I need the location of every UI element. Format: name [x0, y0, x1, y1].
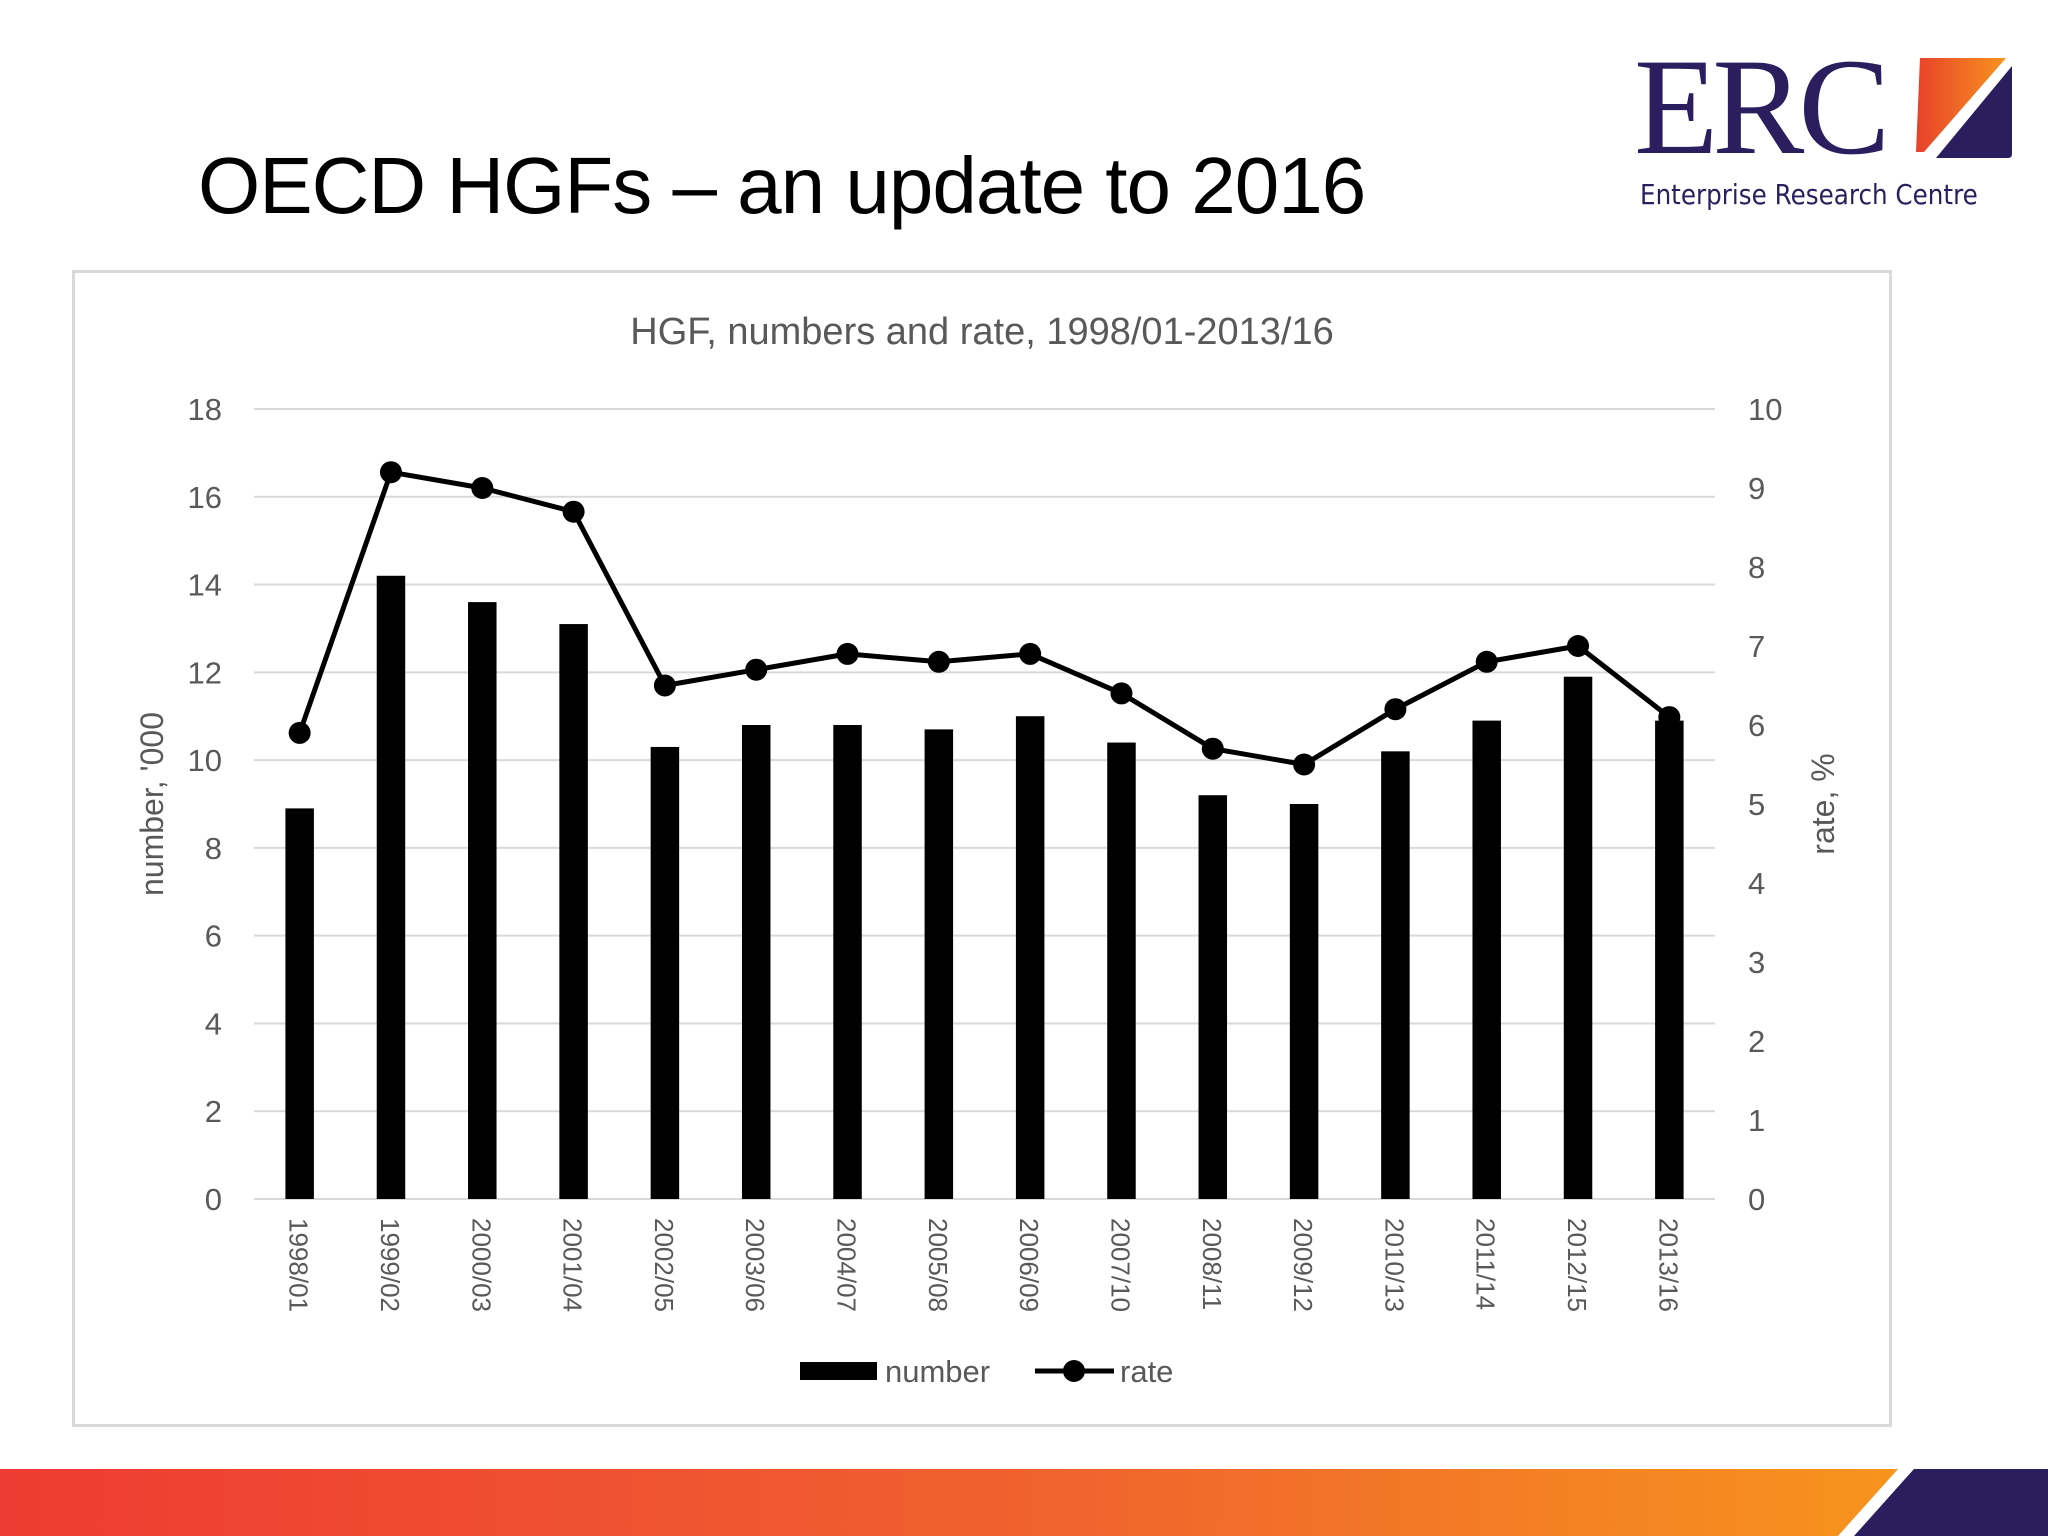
rate-point-2011/14 — [1475, 650, 1498, 673]
x-tick-label: 1999/02 — [375, 1218, 405, 1312]
x-tick-label: 2008/11 — [1197, 1218, 1227, 1310]
x-tick-label: 2007/10 — [1105, 1218, 1135, 1312]
x-tick-label: 2013/16 — [1653, 1218, 1683, 1312]
right-tick-label: 6 — [1748, 708, 1765, 743]
bar-2010/13 — [1381, 751, 1410, 1199]
bar-2001/04 — [559, 624, 588, 1199]
rate-point-2009/12 — [1293, 753, 1316, 776]
rate-point-2006/09 — [1019, 642, 1042, 665]
bar-1999/02 — [376, 575, 406, 1199]
logo-subtitle: Enterprise Research Centre — [1640, 178, 1978, 211]
bar-2008/11 — [1198, 795, 1228, 1199]
rate-point-2012/15 — [1567, 635, 1590, 657]
rate-point-1999/02 — [379, 461, 402, 484]
number-bars — [285, 575, 1684, 1199]
x-tick-label: 2004/07 — [832, 1218, 862, 1312]
right-tick-label: 1 — [1748, 1103, 1765, 1138]
rate-point-2013/16 — [1658, 706, 1681, 729]
x-tick-label: 2000/03 — [466, 1218, 496, 1312]
right-tick-label: 3 — [1748, 945, 1765, 980]
x-tick-label: 2001/04 — [558, 1218, 588, 1312]
bar-2000/03 — [468, 602, 497, 1199]
rate-point-2000/03 — [471, 477, 494, 499]
legend-rate-label: rate — [1120, 1354, 1173, 1389]
rate-point-2010/13 — [1384, 698, 1407, 721]
rate-line — [288, 461, 1681, 776]
right-tick-label: 4 — [1748, 866, 1765, 901]
erc-logo: ERC Enterprise Research Centre — [1630, 38, 2022, 222]
bar-2012/15 — [1563, 676, 1593, 1199]
left-tick-label: 4 — [205, 1006, 222, 1041]
legend-number-swatch — [800, 1362, 877, 1380]
rate-point-2001/04 — [562, 500, 585, 523]
right-tick-label: 0 — [1748, 1182, 1765, 1217]
x-tick-label: 2010/13 — [1379, 1218, 1409, 1312]
x-tick-label: 2006/09 — [1014, 1218, 1044, 1312]
chart-title: HGF, numbers and rate, 1998/01-2013/16 — [630, 311, 1333, 353]
rate-point-2004/07 — [836, 642, 859, 665]
right-tick-label: 5 — [1748, 787, 1765, 822]
left-tick-label: 0 — [205, 1182, 222, 1217]
left-tick-label: 12 — [188, 655, 222, 690]
right-tick-label: 2 — [1748, 1024, 1765, 1059]
left-tick-label: 18 — [188, 392, 222, 427]
left-tick-label: 16 — [188, 480, 222, 515]
left-tick-label: 6 — [205, 919, 222, 954]
rate-point-2003/06 — [745, 658, 768, 681]
right-tick-label: 10 — [1748, 392, 1782, 427]
x-tick-label: 2011/14 — [1471, 1218, 1501, 1310]
logo-mark-icon — [1916, 58, 2012, 158]
bar-2013/16 — [1655, 720, 1684, 1199]
bar-2009/12 — [1289, 804, 1319, 1199]
left-tick-label: 14 — [188, 568, 222, 603]
bar-2011/14 — [1472, 720, 1501, 1199]
x-tick-label: 2003/06 — [740, 1218, 770, 1312]
right-axis-label: rate, % — [1805, 753, 1841, 854]
x-tick-label: 2005/08 — [923, 1218, 953, 1312]
rate-point-2005/08 — [927, 650, 950, 673]
bar-2006/09 — [1015, 716, 1045, 1199]
right-tick-label: 8 — [1748, 550, 1765, 585]
x-tick-label: 2002/05 — [649, 1218, 679, 1312]
left-tick-label: 10 — [188, 743, 222, 778]
legend-number-label: number — [885, 1354, 990, 1389]
bar-2002/05 — [650, 746, 680, 1199]
hgf-chart: HGF, numbers and rate, 1998/01-2013/16 0… — [134, 311, 1841, 1389]
legend-rate-marker-icon — [1063, 1360, 1085, 1382]
rate-point-1998/01 — [288, 721, 311, 744]
left-axis-label: number, '000 — [134, 712, 170, 896]
left-tick-label: 8 — [205, 831, 222, 866]
gridlines — [254, 408, 1715, 1200]
legend: number rate — [800, 1354, 1173, 1389]
rate-point-2002/05 — [653, 674, 676, 697]
bar-1998/01 — [285, 808, 314, 1199]
x-tick-label: 2012/15 — [1562, 1218, 1592, 1312]
left-axis-ticks: 0 2 4 6 8 10 12 14 16 18 — [188, 392, 222, 1217]
rate-point-2007/10 — [1110, 682, 1133, 705]
bar-2004/07 — [833, 725, 862, 1199]
bar-2003/06 — [741, 725, 771, 1199]
bar-2005/08 — [924, 729, 954, 1199]
footer-band — [0, 1469, 2048, 1536]
slide-title: OECD HGFs – an update to 2016 — [198, 141, 1366, 230]
x-tick-label: 2009/12 — [1288, 1218, 1318, 1312]
right-tick-label: 9 — [1748, 471, 1765, 506]
chart-frame: HGF, numbers and rate, 1998/01-2013/16 0… — [72, 270, 1892, 1427]
right-tick-label: 7 — [1748, 629, 1765, 664]
logo-wordmark: ERC — [1634, 30, 1890, 183]
left-tick-label: 2 — [205, 1094, 222, 1129]
bar-2007/10 — [1107, 742, 1136, 1199]
rate-polyline — [297, 469, 1671, 767]
x-axis-labels: 1998/01 1999/02 2000/03 2001/04 2002/05 2003/… — [284, 1218, 1684, 1312]
rate-point-2008/11 — [1201, 737, 1224, 760]
x-tick-label: 1998/01 — [284, 1218, 314, 1312]
right-axis-ticks: 0 1 2 3 4 5 6 7 8 9 10 — [1748, 392, 1782, 1217]
